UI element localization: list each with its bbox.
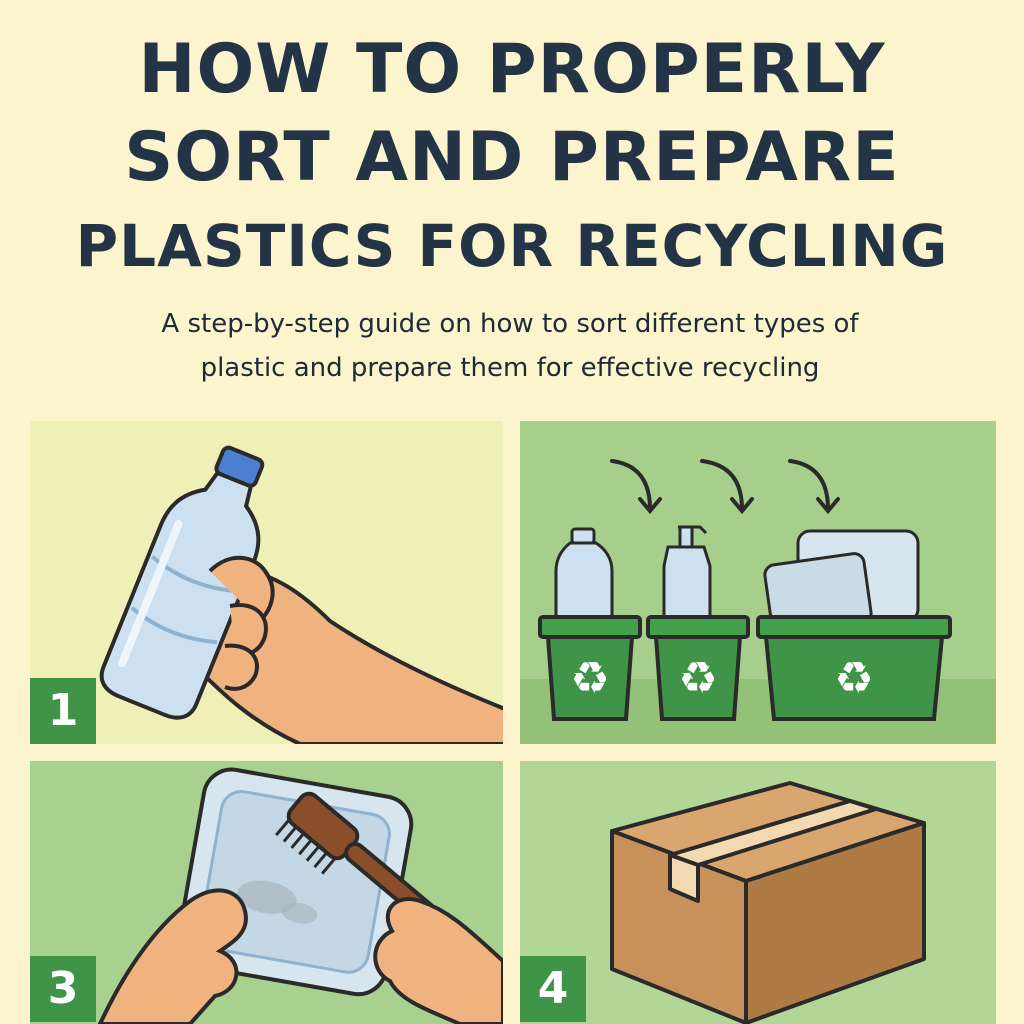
page-title-line-2: SORT AND PREPARE <box>124 118 900 197</box>
hand-holding-bottle-icon <box>99 445 503 744</box>
recycle-icon: ♻ <box>678 653 717 704</box>
arrow-down-icon <box>788 459 830 511</box>
step-4-badge: 4 <box>520 956 586 1022</box>
step-1-panel <box>30 421 503 744</box>
page-title-line-1: HOW TO PROPERLY <box>138 30 886 109</box>
step-4-panel <box>520 761 996 1024</box>
step-3-panel <box>30 761 503 1024</box>
recycle-icon: ♻ <box>834 653 873 704</box>
subtitle-line-1: A step-by-step guide on how to sort diff… <box>161 309 859 339</box>
subtitle-line-2: plastic and prepare them for effective r… <box>200 353 820 383</box>
step-1-badge: 1 <box>30 678 96 744</box>
cardboard-box-icon <box>610 781 926 1024</box>
arrow-down-icon <box>700 459 744 511</box>
step-2-panel: ♻ ♻ ♻ <box>520 421 996 744</box>
step-3-badge: 3 <box>30 956 96 1022</box>
page-title-line-3: PLASTICS FOR RECYCLING <box>75 212 949 280</box>
arrow-down-icon <box>610 459 652 511</box>
cleaning-container-icon <box>97 767 503 1024</box>
recycle-icon: ♻ <box>570 653 609 704</box>
sorting-bins-icon: ♻ ♻ ♻ <box>520 459 996 744</box>
